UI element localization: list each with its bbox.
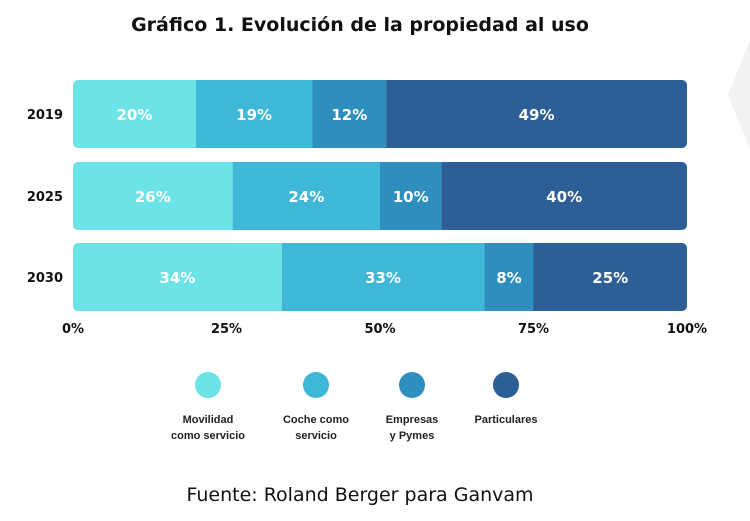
category-labels-group: 2019 2025 2030: [27, 108, 63, 286]
x-tick-label: 25%: [211, 322, 242, 337]
bar-segment: [533, 243, 687, 311]
bar-segment: [312, 80, 387, 148]
legend-label: Empresas y Pymes: [385, 414, 439, 442]
legend-swatch: [399, 372, 425, 398]
x-tick-label: 100%: [667, 322, 707, 337]
legend-swatch: [493, 372, 519, 398]
bar-segment: [73, 243, 282, 311]
bar-segment: [441, 162, 687, 230]
bar-value-label: 25%: [592, 269, 628, 287]
legend-label: Movilidad como servicio: [171, 414, 245, 442]
legend-item-empresas: Empresas y Pymes: [352, 372, 472, 444]
bar-segment: [386, 80, 687, 148]
x-axis-ticks-group: 0% 25% 50% 75% 100%: [62, 322, 707, 337]
legend-item-particulares: Particulares: [446, 372, 566, 428]
bar-value-label: 34%: [159, 269, 195, 287]
bar-value-label: 10%: [393, 188, 429, 206]
bar-segment: [73, 80, 196, 148]
bars-group: [73, 80, 687, 311]
bar-value-label: 19%: [236, 106, 272, 124]
category-label-2025: 2025: [27, 190, 63, 205]
bar-segment: [195, 80, 313, 148]
category-label-2019: 2019: [27, 108, 63, 123]
source-note: Fuente: Roland Berger para Ganvam: [186, 484, 534, 506]
chart-title: Gráfico 1. Evolución de la propiedad al …: [131, 14, 589, 36]
bar-labels-group: 20% 19% 12% 49% 26% 24% 10% 40% 34% 33% 8% 25%: [116, 106, 628, 287]
bar-value-label: 24%: [288, 188, 324, 206]
legend-label: Particulares: [474, 414, 538, 426]
x-tick-label: 50%: [364, 322, 395, 337]
bar-value-label: 49%: [519, 106, 555, 124]
bar-value-label: 8%: [496, 269, 521, 287]
legend-label: Coche como servicio: [282, 414, 349, 442]
bar-segment: [232, 162, 380, 230]
bar-segment: [73, 162, 233, 230]
bar-value-label: 26%: [135, 188, 171, 206]
decorative-corner-shape: [728, 40, 750, 150]
legend-item-coche: Coche como servicio: [256, 372, 376, 444]
category-label-2030: 2030: [27, 271, 63, 286]
bar-row-2030: [73, 243, 687, 311]
bar-row-2019: [73, 80, 687, 148]
legend-swatch: [195, 372, 221, 398]
bar-value-label: 33%: [365, 269, 401, 287]
bar-segment: [380, 162, 442, 230]
legend: Movilidad como servicio Coche como servi…: [0, 372, 750, 452]
stacked-bar-chart: 20% 19% 12% 49% 26% 24% 10% 40% 34% 33% 8% 25% 2019…: [27, 80, 707, 337]
bar-value-label: 20%: [116, 106, 152, 124]
x-tick-label: 75%: [518, 322, 549, 337]
bar-value-label: 40%: [546, 188, 582, 206]
bar-segment: [484, 243, 534, 311]
bar-value-label: 12%: [331, 106, 367, 124]
bar-row-2025: [73, 162, 687, 230]
x-tick-label: 0%: [62, 322, 84, 337]
legend-swatch: [303, 372, 329, 398]
legend-item-movilidad: Movilidad como servicio: [148, 372, 268, 444]
bar-segment: [281, 243, 485, 311]
